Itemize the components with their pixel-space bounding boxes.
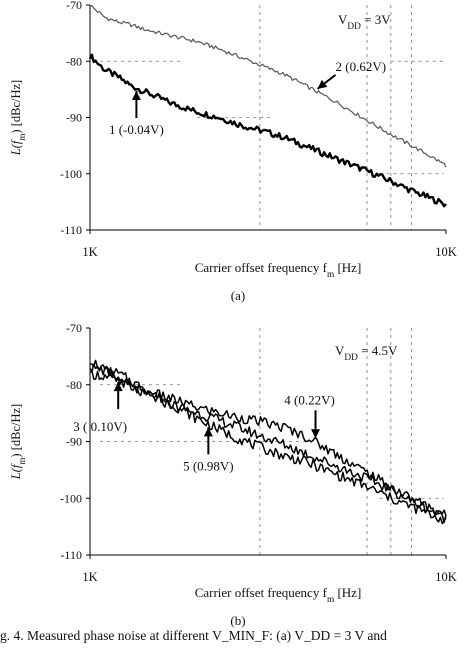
panel-b-y-tick-label: -70 [66,321,82,335]
panel-b-y-tick-label: -90 [66,435,82,449]
panel-b-x-tick-label: 1K [82,570,97,584]
panel-a-label: (a) [231,288,245,303]
panel-b-y-tick-label: -110 [60,548,82,562]
panel-a-x-tick-label: 10K [435,245,457,259]
panel-a-series-line [88,53,447,208]
panel-b-x-tick-label: 10K [435,570,457,584]
panel-a-y-tick-label: -110 [60,223,82,237]
panel-b-x-axis-title: Carrier offset frequency fm [Hz] [195,585,362,605]
panel-b-vdd-annotation: VDD = 4.5V [335,343,398,363]
panel-b-series-label: 3 ( 0.10V) [73,419,127,434]
panel-b-series-label: 5 (0.98V) [183,458,234,473]
panel-b-label: (b) [230,613,245,628]
figure-caption: g. 4. Measured phase noise at different … [0,628,387,643]
panel-b-label-arrow-head [203,427,213,437]
panel-a-label-arrow-head [317,79,328,89]
panel-a-series-line [89,4,447,168]
panel-b-series-label: 4 (0.22V) [284,392,335,407]
panel-b-y-tick-label: -80 [66,378,82,392]
panel-b-label-arrow-head [311,429,321,439]
panel-a-y-tick-label: -90 [66,111,82,125]
panel-a-y-tick-label: -100 [60,167,82,181]
panel-b-y-tick-label: -100 [60,491,82,505]
panel-b-y-axis-title: L(fm) [dBc/Hz] [9,404,27,480]
panel-a-y-axis-title: L(fm) [dBc/Hz] [9,80,27,156]
panel-a-label-arrow-head [131,91,141,101]
panel-a-vdd-annotation: VDD = 3V [338,12,391,32]
panel-a-y-tick-label: -80 [66,54,82,68]
panel-a-series-label: 1 (-0.04V) [109,122,164,137]
panel-b-series-line [89,363,447,525]
panel-b-label-arrow-head [113,382,123,392]
panel-a-y-tick-label: -70 [66,0,82,12]
panel-a-series-label: 2 (0.62V) [336,59,387,74]
panel-b-series-line [89,359,447,524]
panel-a-x-axis-title: Carrier offset frequency fm [Hz] [195,260,362,280]
panel-a-x-tick-label: 1K [82,245,97,259]
